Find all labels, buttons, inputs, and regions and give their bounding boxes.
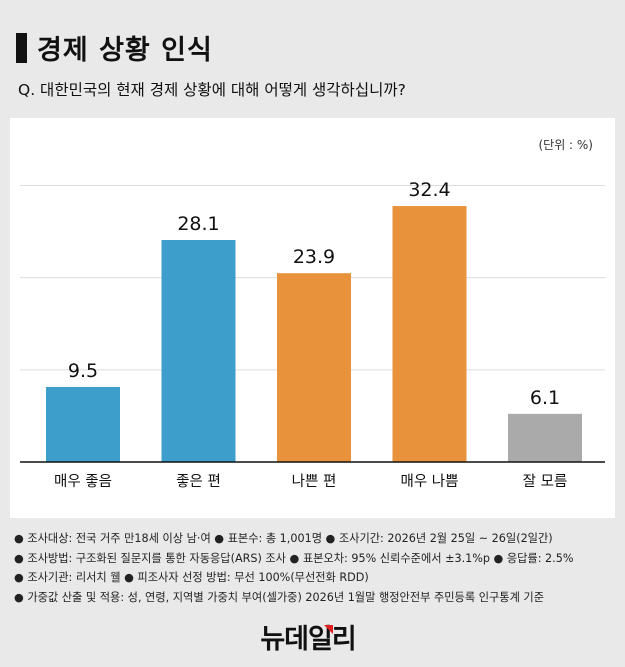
- data-label: 23.9: [293, 246, 335, 268]
- title-marker: [16, 32, 27, 63]
- category-label: 잘 모름: [523, 473, 568, 490]
- unit-label: (단위 : %): [538, 138, 593, 152]
- category-label: 매우 좋음: [54, 473, 112, 490]
- chart-panel: (단위 : %) 9.5 매우 좋음 28.1 좋은 편 23.9 나쁜 편 32.4 매우 …: [10, 118, 615, 518]
- category-label: 매우 나쁨: [401, 473, 459, 490]
- page-title: 경제 상황 인식: [16, 28, 213, 67]
- bar: [277, 273, 351, 462]
- bar: [508, 413, 582, 462]
- bar: [161, 240, 236, 462]
- note-line: ● 조사기관: 리서치 웰 ● 피조사자 선정 방법: 무선 100%(무선전화…: [14, 571, 369, 584]
- data-label: 28.1: [177, 213, 219, 235]
- note-line: ● 조사방법: 구조화된 질문지를 통한 자동응답(ARS) 조사 ● 표본오차…: [14, 551, 574, 565]
- logo-accent: [323, 625, 333, 634]
- note-line: ● 가중값 산출 및 적용: 성, 연령, 지역별 가중치 부여(셀가중) 20…: [14, 590, 545, 604]
- category-label: 좋은 편: [176, 473, 221, 490]
- newdaily-logo: 뉴데일리: [260, 624, 356, 655]
- data-label: 32.4: [408, 179, 450, 201]
- survey-notes: ● 조사대상: 전국 거주 만18세 이상 남·여 ● 표본수: 총 1,001…: [14, 529, 573, 607]
- bar: [392, 206, 467, 462]
- bar-chart: 9.5 매우 좋음 28.1 좋은 편 23.9 나쁜 편 32.4 매우 나쁨 6.1 잘 모름: [20, 179, 605, 490]
- bar: [46, 386, 120, 462]
- note-line: ● 조사대상: 전국 거주 만18세 이상 남·여 ● 표본수: 총 1,001…: [14, 532, 553, 545]
- data-label: 9.5: [68, 360, 98, 382]
- page-title-text: 경제 상황 인식: [37, 35, 213, 66]
- data-label: 6.1: [530, 387, 560, 409]
- category-label: 나쁜 편: [292, 473, 337, 490]
- survey-question: Q. 대한민국의 현재 경제 상황에 대해 어떻게 생각하십니까?: [18, 81, 406, 99]
